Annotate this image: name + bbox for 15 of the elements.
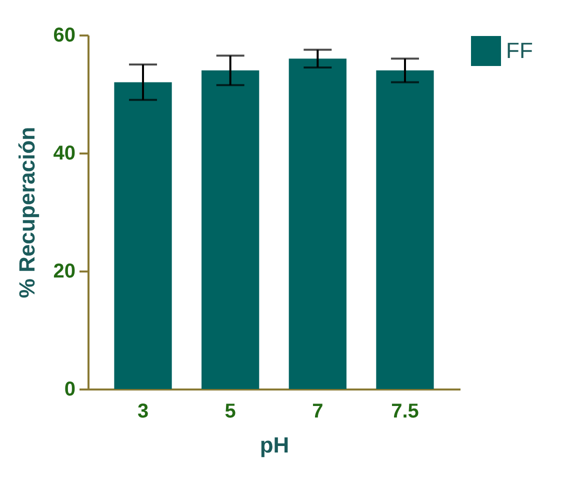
bar <box>202 70 260 389</box>
bar <box>376 70 434 389</box>
x-tick-label: 7 <box>312 400 324 422</box>
legend-label: FF <box>506 38 533 63</box>
bar <box>288 58 346 389</box>
y-tick-label: 60 <box>53 24 76 46</box>
y-tick-label: 0 <box>64 378 76 400</box>
y-tick-label: 40 <box>53 142 76 164</box>
x-tick-label: 3 <box>137 400 149 422</box>
x-tick-label: 7.5 <box>391 400 419 422</box>
y-tick-label: 20 <box>53 260 76 282</box>
bar <box>114 82 172 389</box>
x-tick-label: 5 <box>224 400 236 422</box>
x-axis-title: pH <box>260 432 290 458</box>
y-axis-title: % Recuperación <box>14 126 40 298</box>
